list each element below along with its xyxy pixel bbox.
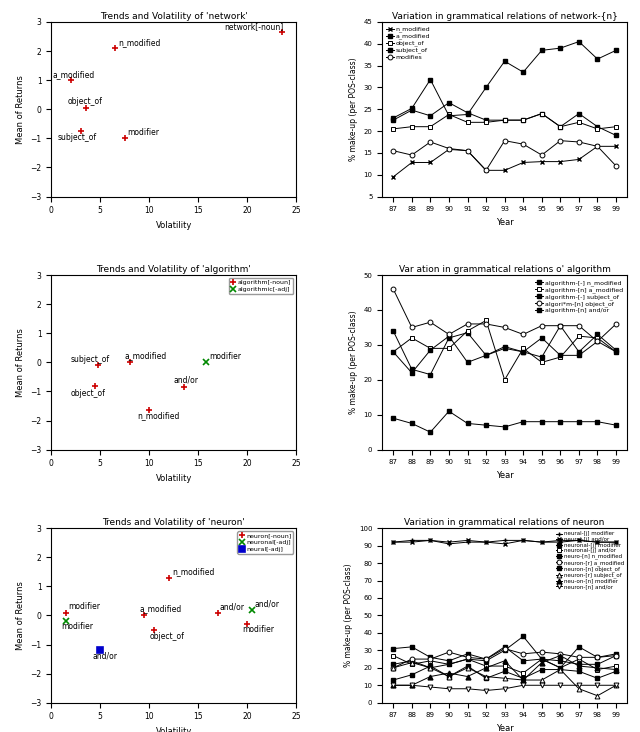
Title: Var ation in grammatical relations o' algorithm: Var ation in grammatical relations o' al…	[399, 265, 611, 274]
Text: a_modified: a_modified	[125, 351, 167, 360]
Text: n_modified: n_modified	[118, 38, 160, 48]
Title: Variation in grammatical relations of neuron: Variation in grammatical relations of ne…	[404, 518, 605, 527]
Text: a_modified: a_modified	[140, 604, 182, 613]
Y-axis label: Mean of Returns: Mean of Returns	[15, 581, 25, 650]
X-axis label: Year: Year	[496, 471, 513, 480]
Text: network[-noun]: network[-noun]	[225, 22, 284, 31]
Text: subject_of: subject_of	[71, 355, 110, 364]
Text: modifier: modifier	[68, 602, 100, 611]
Title: Variation in grammatical relations of network-{n}: Variation in grammatical relations of ne…	[392, 12, 618, 21]
Text: n_modified: n_modified	[138, 411, 180, 420]
Y-axis label: % make-up (per POS-class): % make-up (per POS-class)	[344, 564, 353, 668]
X-axis label: Year: Year	[496, 218, 513, 227]
Legend: n_modified, a_modified, object_of, subject_of, modifies: n_modified, a_modified, object_of, subje…	[385, 25, 432, 61]
Text: a_modified: a_modified	[52, 70, 95, 78]
Legend: algorithm-[-] n_modified, algorithm-[n] a_modified, algorithm-[-] subject_of, al: algorithm-[-] n_modified, algorithm-[n] …	[534, 278, 624, 314]
Text: n_modified: n_modified	[172, 567, 214, 576]
Text: and/or: and/or	[254, 599, 279, 608]
Y-axis label: % make-up (per POS-class): % make-up (per POS-class)	[349, 57, 358, 161]
Text: and/or: and/or	[220, 602, 245, 611]
Text: and/or: and/or	[173, 376, 199, 385]
Text: object_of: object_of	[71, 389, 106, 397]
Text: object_of: object_of	[68, 97, 103, 106]
X-axis label: Volatility: Volatility	[156, 221, 192, 230]
X-axis label: Volatility: Volatility	[156, 727, 192, 732]
Y-axis label: % make-up (per POS-class): % make-up (per POS-class)	[349, 310, 358, 414]
Legend: neural-[j] modifier, neural-[j] and/or, neuronal-[j] modifier, neuronal-[j] and/: neural-[j] modifier, neural-[j] and/or, …	[556, 531, 625, 590]
Y-axis label: Mean of Returns: Mean of Returns	[15, 75, 25, 143]
Text: and/or: and/or	[92, 651, 117, 660]
Text: subject_of: subject_of	[58, 132, 97, 142]
Title: Trends and Volatility of 'neuron': Trends and Volatility of 'neuron'	[102, 518, 245, 527]
Legend: neuron[-noun], neuronal[-adj], neural[-adj]: neuron[-noun], neuronal[-adj], neural[-a…	[237, 531, 293, 553]
Text: modifier: modifier	[127, 128, 159, 138]
Text: modifier: modifier	[209, 352, 241, 361]
X-axis label: Year: Year	[496, 724, 513, 732]
Title: Trends and Volatility of 'algorithm': Trends and Volatility of 'algorithm'	[96, 265, 251, 274]
Text: modifier: modifier	[61, 622, 93, 632]
X-axis label: Volatility: Volatility	[156, 474, 192, 483]
Title: Trends and Volatility of 'network': Trends and Volatility of 'network'	[100, 12, 248, 21]
Y-axis label: Mean of Returns: Mean of Returns	[15, 328, 25, 397]
Text: modifier: modifier	[243, 625, 275, 635]
Text: object_of: object_of	[149, 632, 184, 640]
Legend: algorithm[-noun], algorithmic[-adj]: algorithm[-noun], algorithmic[-adj]	[229, 278, 293, 294]
